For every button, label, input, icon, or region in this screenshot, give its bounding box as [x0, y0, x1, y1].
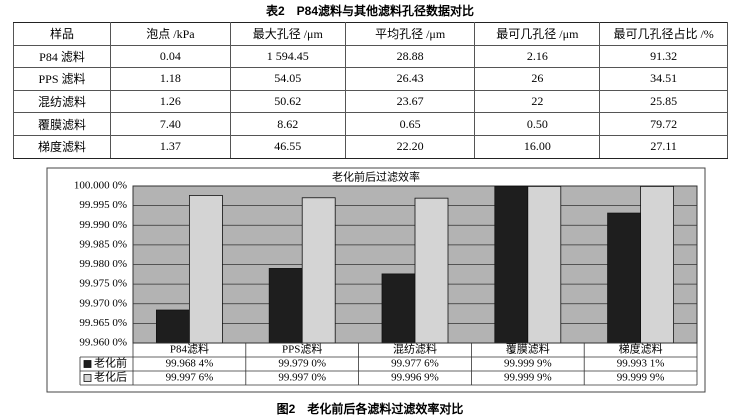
bar	[155, 309, 190, 344]
table-cell: 25.85	[599, 89, 728, 114]
table-cell: 泡点 /kPa	[110, 22, 231, 46]
table-row: PPS 滤料 1.18 54.05 26.43 26 34.51	[12, 67, 728, 91]
y-tick-label: 99.995 0%	[79, 199, 127, 211]
table-cell: 54.05	[229, 67, 346, 91]
legend-key	[83, 360, 92, 368]
value-label: 99.993 1%	[617, 358, 665, 370]
y-tick-label: 99.990 0%	[79, 219, 127, 231]
table-cell: 梯度滤料	[12, 134, 112, 159]
value-label: 99.979 0%	[278, 358, 326, 370]
table-row: P84 滤料 0.04 1 594.45 28.88 2.16 91.32	[12, 44, 728, 69]
x-tick-label: P84滤料	[170, 342, 209, 356]
table-cell: 22	[474, 89, 601, 114]
y-tick-label: 99.980 0%	[79, 258, 127, 270]
table-row: 混纺滤料 1.26 50.62 23.67 22 25.85	[12, 89, 728, 114]
bar	[188, 195, 223, 344]
bar	[414, 197, 449, 344]
legend-label: 老化前	[94, 356, 127, 370]
y-tick-label: 99.970 0%	[79, 297, 127, 309]
y-tick-label: 99.965 0%	[79, 317, 127, 329]
table-header: 样品 泡点 /kPa 最大孔径 /μm 平均孔径 /μm 最可几孔径 /μm 最可几孔径占…	[12, 22, 728, 46]
chart: 老化前后过滤效率 99.960 0% 99.965 0% 99.970 0% 99.9…	[46, 167, 706, 393]
table-cell: 16.00	[474, 134, 601, 159]
bar	[494, 185, 529, 344]
y-tick-label: 99.960 0%	[79, 337, 127, 349]
x-tick-label: 梯度滤料	[619, 342, 663, 356]
y-tick-label: 99.985 0%	[79, 238, 127, 250]
table-cell: 1.37	[110, 134, 231, 159]
x-tick-label: PPS滤料	[282, 342, 322, 356]
table-cell: 8.62	[229, 112, 346, 136]
bar	[268, 268, 303, 344]
table-cell: 平均孔径 /μm	[344, 22, 476, 46]
bar	[527, 185, 562, 344]
bar	[381, 273, 416, 344]
table-cell: 样品	[12, 22, 112, 46]
table-cell: 最可几孔径 /μm	[474, 22, 601, 46]
chart-title: 老化前后过滤效率	[332, 170, 420, 184]
bar	[607, 212, 641, 344]
legend-key	[83, 374, 92, 382]
table-cell: 27.11	[599, 134, 728, 159]
x-tick-label: 覆膜滤料	[506, 342, 550, 356]
y-tick-label: 99.975 0%	[79, 278, 127, 290]
value-label: 99.997 6%	[166, 372, 214, 384]
value-label: 99.977 6%	[391, 358, 439, 370]
value-label: 99.997 0%	[278, 372, 326, 384]
table-cell: 1 594.45	[229, 44, 346, 69]
value-label: 99.999 9%	[504, 372, 552, 384]
figure-caption: 图2 老化前后各滤料过滤效率对比	[276, 402, 464, 416]
table-cell: 1.26	[110, 89, 231, 114]
bar	[640, 185, 674, 344]
table-cell: 22.20	[344, 134, 476, 159]
table-row: 梯度滤料 1.37 46.55 22.20 16.00 27.11	[12, 134, 728, 159]
bar	[301, 197, 336, 344]
value-label: 99.999 9%	[617, 372, 665, 384]
table-caption: 表2 P84滤料与其他滤料孔径数据对比	[265, 4, 475, 18]
table-cell: 46.55	[229, 134, 346, 159]
data-table: 样品 泡点 /kPa 最大孔径 /μm 平均孔径 /μm 最可几孔径 /μm 最可几孔径占…	[12, 22, 728, 159]
x-tick-label: 混纺滤料	[393, 342, 437, 356]
legend-label: 老化后	[94, 370, 127, 384]
value-label: 99.968 4%	[166, 358, 214, 370]
value-label: 99.996 9%	[391, 372, 439, 384]
table-cell: 最大孔径 /μm	[229, 22, 346, 46]
table-cell: 0.04	[110, 44, 231, 69]
value-label: 99.999 9%	[504, 358, 552, 370]
table-cell: 最可几孔径占比 /%	[599, 22, 728, 46]
y-tick-label: 100.000 0%	[74, 180, 127, 192]
